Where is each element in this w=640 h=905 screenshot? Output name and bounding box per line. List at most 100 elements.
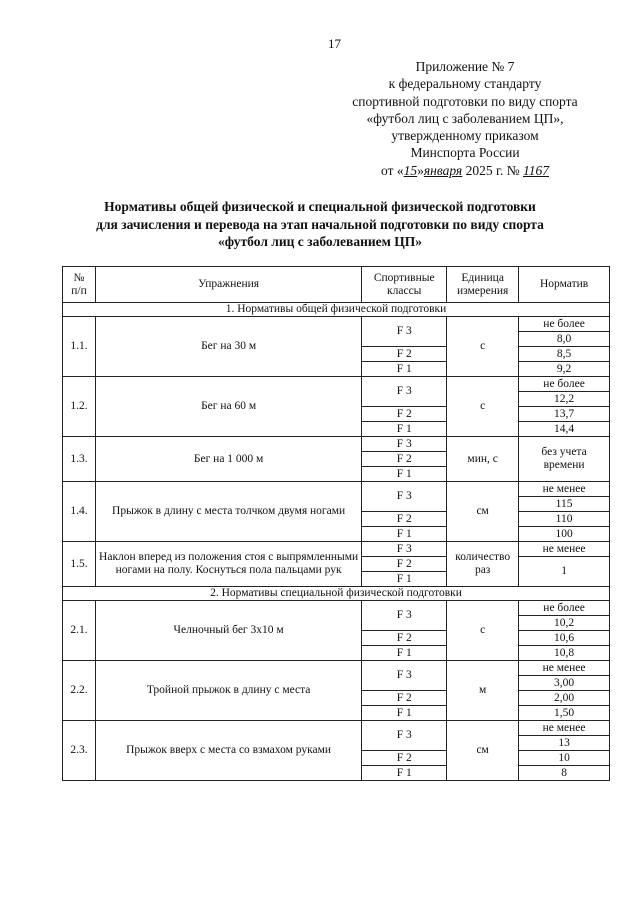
table-row: F 1 14,4	[63, 421, 610, 437]
order-mid: »	[417, 162, 424, 178]
norm-value: 1,50	[518, 705, 610, 721]
unit: мин, с	[446, 436, 520, 482]
sport-class: F 2	[361, 406, 448, 422]
header-classes: Спортивные классы	[361, 266, 448, 303]
order-year: 2025 г. №	[465, 162, 520, 178]
unit: количество раз	[446, 541, 520, 587]
order-number: 1167	[522, 162, 549, 178]
norm-value: без учета времени	[518, 436, 610, 482]
sport-class: F 1	[361, 765, 448, 781]
unit: см	[446, 720, 520, 781]
row-number: 1.5.	[62, 541, 96, 587]
sport-class: F 2	[361, 630, 448, 646]
title-line: Нормативы общей физической и специальной…	[104, 199, 536, 214]
table-row: F 1 100	[63, 526, 610, 542]
unit: см	[446, 481, 520, 542]
norm-value: 8,5	[518, 346, 610, 362]
order-day: 15	[403, 162, 418, 178]
appendix-line: Приложение № 7	[415, 59, 515, 74]
exercise-name: Бег на 30 м	[94, 316, 363, 377]
appendix-block: Приложение № 7 к федеральному стандарту …	[320, 58, 610, 179]
exercise-name: Тройной прыжок в длину с места	[94, 660, 363, 721]
section-row: 1. Нормативы общей физической подготовки	[62, 302, 610, 317]
standards-table: № п/п Упражнения Спортивные классы Едини…	[62, 266, 610, 781]
sport-class: F 2	[361, 511, 448, 527]
norm-value: 1	[518, 556, 610, 587]
norm-qualifier: не более	[518, 600, 610, 616]
sport-class: F 1	[361, 361, 448, 377]
sport-class: F 1	[361, 571, 448, 587]
header-exercise: Упражнения	[94, 266, 363, 303]
norm-value: 115	[518, 496, 610, 512]
row-number: 1.1.	[62, 316, 96, 377]
exercise-name: Прыжок вверх с места со взмахом руками	[94, 720, 363, 781]
norm-value: 8	[518, 765, 610, 781]
norm-value: 2,00	[518, 690, 610, 706]
title-line: для зачисления и перевода на этап началь…	[96, 216, 544, 232]
norm-qualifier: не менее	[518, 720, 610, 736]
norm-value: 14,4	[518, 421, 610, 437]
sport-class: F 3	[361, 481, 448, 512]
norm-value: 13	[518, 735, 610, 751]
exercise-name: Бег на 60 м	[94, 376, 363, 437]
table-row: F 2 10,6	[63, 630, 610, 646]
sport-class: F 2	[361, 451, 448, 467]
norm-value: 10,2	[518, 615, 610, 631]
sport-class: F 3	[361, 600, 448, 631]
norm-value: 110	[518, 511, 610, 527]
section-title: 1. Нормативы общей физической подготовки	[62, 302, 610, 317]
order-prefix: от «	[381, 162, 404, 178]
table-row: 1.4. Прыжок в длину с места толчком двумя…	[62, 481, 610, 542]
order-month: января	[423, 162, 463, 178]
header-num: № п/п	[62, 266, 96, 303]
table-row: 1.5. Наклон вперед из положения стоя с вы…	[62, 541, 610, 587]
table-row: F 2 10	[63, 750, 610, 766]
table-row: 2.2. Тройной прыжок в длину с места F 3 м не…	[62, 660, 610, 721]
row-number: 1.4.	[62, 481, 96, 542]
norm-value: 10,8	[518, 645, 610, 661]
appendix-line: Минспорта России	[410, 145, 520, 161]
norm-value: 12,2	[518, 391, 610, 407]
document-title: Нормативы общей физической и специальной…	[40, 198, 600, 251]
sport-class: F 3	[361, 376, 448, 407]
table-row: 2.3. Прыжок вверх с места со взмахом рука…	[62, 720, 610, 781]
unit: м	[446, 660, 520, 721]
norm-value: 8,0	[518, 331, 610, 347]
row-number: 2.2.	[62, 660, 96, 721]
sport-class: F 2	[361, 750, 448, 766]
norm-value: 13,7	[518, 406, 610, 422]
sport-class: F 1	[361, 466, 448, 482]
unit: с	[446, 376, 520, 437]
header-unit: Единица измерения	[446, 266, 520, 303]
norm-value: 10	[518, 750, 610, 766]
row-number: 1.2.	[62, 376, 96, 437]
row-number: 1.3.	[62, 436, 96, 482]
sport-class: F 3	[361, 436, 448, 452]
sport-class: F 2	[361, 346, 448, 362]
page-number: 17	[328, 36, 341, 51]
table-row: F 1 8	[63, 765, 610, 781]
unit: с	[446, 316, 520, 377]
row-number: 2.3.	[62, 720, 96, 781]
sport-class: F 1	[361, 526, 448, 542]
sport-class: F 1	[361, 421, 448, 437]
norm-value: 9,2	[518, 361, 610, 377]
sport-class: F 2	[361, 690, 448, 706]
sport-class: F 3	[361, 316, 448, 347]
norm-qualifier: не более	[518, 376, 610, 392]
unit: с	[446, 600, 520, 661]
exercise-name: Бег на 1 000 м	[94, 436, 363, 482]
sport-class: F 3	[361, 660, 448, 691]
appendix-line: утвержденному приказом	[391, 128, 539, 144]
norm-qualifier: не менее	[518, 481, 610, 497]
table-row: F 1 9,2	[63, 361, 610, 377]
norm-value: 10,6	[518, 630, 610, 646]
exercise-name: Наклон вперед из положения стоя с выпрям…	[94, 541, 363, 587]
row-number: 2.1.	[62, 600, 96, 661]
norm-value: 3,00	[518, 675, 610, 691]
appendix-line: к федеральному стандарту	[388, 76, 542, 92]
